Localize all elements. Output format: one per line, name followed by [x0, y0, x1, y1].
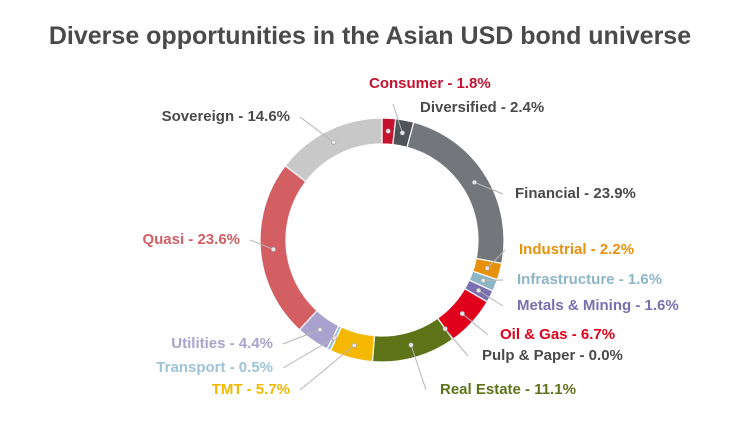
- slice-label-5: Infrastructure - 1.6%: [517, 271, 662, 288]
- leader-line-3: [474, 181, 504, 195]
- slice-3: [406, 121, 505, 265]
- leader-dot-1: [385, 128, 391, 134]
- slice-label-9: Real Estate - 11.1%: [440, 381, 576, 398]
- chart-title: Diverse opportunities in the Asian USD b…: [48, 22, 692, 50]
- leader-line-10: [299, 345, 355, 391]
- leader-line-6: [478, 290, 504, 307]
- leader-dot-12: [317, 327, 323, 333]
- leader-line-13: [249, 239, 274, 250]
- slice-9: [371, 317, 454, 363]
- slice-label-2: Diversified - 2.4%: [420, 99, 544, 116]
- slice-label-1: Consumer - 1.8%: [369, 75, 491, 92]
- slice-14: [284, 117, 383, 183]
- slice-label-6: Metals & Mining - 1.6%: [517, 297, 679, 314]
- slice-label-7: Oil & Gas - 6.7%: [500, 326, 615, 343]
- leader-dot-9: [408, 342, 414, 348]
- leader-dot-3: [472, 179, 478, 185]
- leader-line-9: [410, 344, 427, 391]
- slice-label-8: Pulp & Paper - 0.0%: [482, 347, 623, 364]
- leader-line-7: [462, 313, 489, 336]
- leader-dot-8: [442, 326, 448, 332]
- leader-dot-6: [476, 288, 482, 294]
- leader-dot-13: [270, 246, 276, 252]
- leader-dot-14: [331, 139, 337, 145]
- leader-dot-4: [484, 265, 490, 271]
- leader-dot-7: [459, 311, 465, 317]
- slice-label-10: TMT - 5.7%: [212, 381, 290, 398]
- leader-line-14: [299, 116, 335, 143]
- leader-line-8: [444, 328, 469, 357]
- leader-line-4: [486, 249, 506, 269]
- leader-dot-10: [351, 342, 357, 348]
- leader-dot-5: [480, 278, 486, 284]
- leader-line-5: [483, 279, 504, 282]
- slice-label-12: Utilities - 4.4%: [171, 335, 273, 352]
- slice-label-13: Quasi - 23.6%: [142, 231, 240, 248]
- slice-label-14: Sovereign - 14.6%: [162, 108, 290, 125]
- leader-line-2: [392, 103, 403, 134]
- leader-dot-11: [331, 335, 337, 341]
- slice-label-4: Industrial - 2.2%: [519, 241, 634, 258]
- leader-dot-2: [399, 130, 405, 136]
- slice-label-11: Transport - 0.5%: [156, 359, 273, 376]
- leader-line-12: [282, 329, 321, 345]
- slice-label-3: Financial - 23.9%: [515, 185, 636, 202]
- leader-line-11: [282, 337, 335, 369]
